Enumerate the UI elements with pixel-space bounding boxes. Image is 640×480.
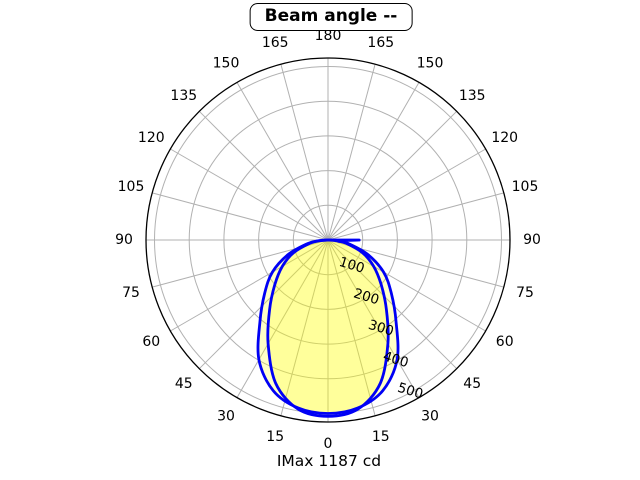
angle-label: 15 bbox=[266, 429, 284, 445]
grid-circle bbox=[188, 100, 468, 380]
imax-caption: IMax 1187 cd bbox=[276, 452, 382, 470]
angle-labels: 0 15 15 30 30 45 45 60 60 75 75 90 90 105 105 120 120 135… bbox=[115, 28, 541, 452]
grid-ray bbox=[327, 192, 504, 241]
angle-label: 60 bbox=[142, 334, 160, 350]
grid-ray bbox=[327, 148, 486, 241]
radial-label: 200 bbox=[352, 285, 381, 308]
angle-label: 150 bbox=[417, 55, 444, 71]
grid-ray bbox=[170, 148, 329, 241]
angle-label: 0 bbox=[324, 436, 333, 452]
grid-ray bbox=[327, 239, 376, 416]
beam-curves bbox=[256, 238, 400, 418]
grid-ray bbox=[327, 82, 420, 241]
grid-ray bbox=[280, 64, 329, 241]
angle-label: 60 bbox=[496, 334, 514, 350]
angle-label: 150 bbox=[213, 55, 240, 71]
grid-ray bbox=[236, 239, 329, 398]
grid-ray bbox=[327, 64, 376, 241]
angle-label: 120 bbox=[491, 130, 518, 146]
angle-label: 165 bbox=[367, 35, 394, 51]
angle-label: 135 bbox=[459, 88, 486, 104]
angle-label: 30 bbox=[421, 409, 439, 425]
angle-label: 105 bbox=[512, 179, 539, 195]
angle-label: 165 bbox=[262, 35, 289, 51]
beam-fill-plane-2 bbox=[257, 240, 399, 414]
grid-ray bbox=[236, 82, 329, 241]
angle-label: 180 bbox=[315, 28, 342, 44]
grid-circle bbox=[258, 170, 398, 310]
beam-curve-plane-1 bbox=[266, 238, 390, 418]
grid-ray bbox=[152, 192, 329, 241]
grid-ray bbox=[327, 239, 420, 398]
grid-circle bbox=[292, 204, 364, 276]
radial-label: 500 bbox=[396, 380, 425, 403]
angle-label: 135 bbox=[170, 88, 197, 104]
radial-label: 300 bbox=[366, 317, 395, 340]
angle-label: 90 bbox=[523, 232, 541, 248]
chart-title-box: Beam angle -- bbox=[249, 3, 413, 32]
beam-fill-plane-1 bbox=[267, 240, 389, 417]
grid-ray bbox=[327, 110, 458, 241]
angle-label: 75 bbox=[516, 285, 534, 301]
outer-circle bbox=[145, 57, 511, 423]
radial-labels: 100 200 300 400 500 bbox=[337, 254, 425, 403]
radial-label: 100 bbox=[337, 254, 366, 277]
beam-fills bbox=[257, 240, 399, 417]
grid-ray bbox=[280, 239, 329, 416]
grid-ray bbox=[327, 239, 486, 332]
angle-label: 90 bbox=[115, 232, 133, 248]
grid-ray bbox=[170, 239, 329, 332]
angle-label: 105 bbox=[118, 179, 145, 195]
chart-title: Beam angle -- bbox=[264, 6, 398, 26]
grid-circle bbox=[223, 135, 433, 345]
angle-label: 45 bbox=[175, 376, 193, 392]
angle-label: 15 bbox=[372, 429, 390, 445]
angle-label: 120 bbox=[138, 130, 165, 146]
beam-curve-plane-2 bbox=[256, 238, 400, 415]
angle-label: 45 bbox=[463, 376, 481, 392]
grid-ray bbox=[198, 110, 329, 241]
angle-label: 75 bbox=[122, 285, 140, 301]
angle-label: 30 bbox=[217, 409, 235, 425]
radial-label: 400 bbox=[381, 348, 410, 371]
